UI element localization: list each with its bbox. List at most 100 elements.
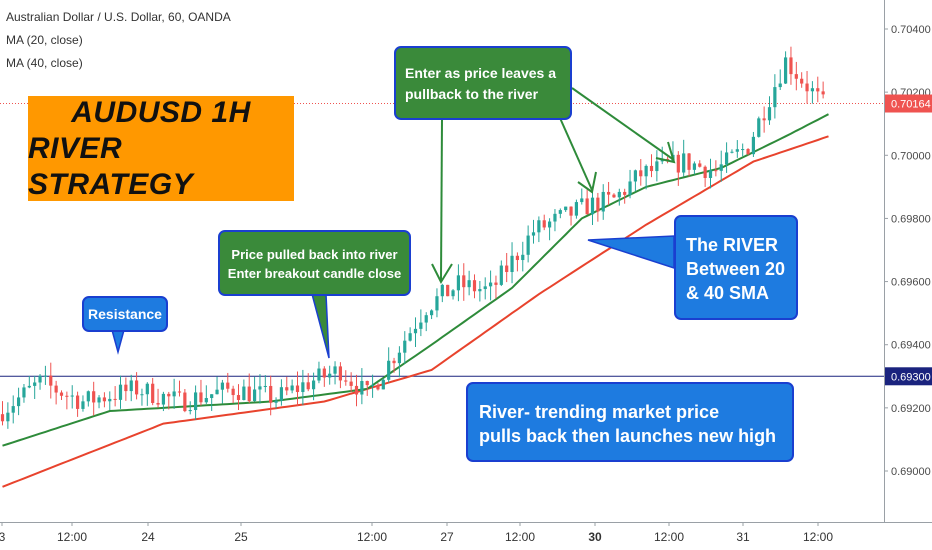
candle-up — [741, 149, 745, 151]
time-tick-label: 12:00 — [654, 530, 684, 544]
candle-up — [767, 107, 772, 121]
candle-up — [440, 284, 444, 297]
candle-up — [644, 165, 648, 177]
candle-up — [499, 265, 503, 285]
candle-down — [649, 165, 654, 172]
candle-up — [773, 87, 777, 108]
candle-down — [59, 392, 64, 396]
candle-down — [585, 198, 589, 215]
candle-down — [295, 385, 300, 393]
candle-up — [403, 340, 407, 353]
candle-down — [247, 386, 251, 402]
candle-up — [537, 220, 541, 233]
trend-line-1: River- trending market price — [479, 402, 720, 422]
current-price-text: 0.70164 — [891, 99, 931, 111]
candle-down — [156, 402, 160, 405]
candle-up — [655, 161, 659, 172]
candle-up — [735, 149, 739, 152]
candle-down — [113, 398, 117, 400]
candle-up — [558, 210, 562, 214]
candle-down — [365, 380, 369, 386]
ma40-legend: MA (40, close) — [6, 56, 83, 70]
enter-arrowhead-3 — [655, 141, 676, 164]
river-line-2: Between 20 — [686, 259, 786, 279]
candle-up — [521, 254, 525, 261]
candle-up — [301, 382, 305, 393]
candle-down — [285, 387, 289, 391]
candle-up — [424, 315, 428, 323]
candle-up — [778, 83, 782, 88]
candle-down — [151, 383, 155, 403]
enter-line-2: pullback to the river — [405, 86, 539, 102]
candle-up — [370, 384, 375, 386]
candle-down — [714, 170, 718, 172]
candle-up — [810, 88, 815, 92]
candle-down — [231, 388, 235, 396]
title-line-1: AUDUSD 1H — [71, 95, 251, 129]
candle-down — [49, 375, 53, 386]
enter-arrow-3 — [571, 87, 675, 161]
resistance-price-text: 0.69300 — [891, 371, 931, 383]
candle-up — [70, 395, 74, 397]
time-tick-label: 31 — [736, 530, 750, 544]
price-tick-label: 0.69000 — [891, 466, 931, 478]
candle-down — [54, 385, 58, 393]
candle-down — [306, 382, 310, 390]
candle-down — [167, 393, 171, 397]
candle-down — [596, 197, 600, 212]
candle-down — [612, 194, 616, 198]
time-tick-label: 25 — [234, 530, 248, 544]
strategy-title-box: AUDUSD 1H RIVER STRATEGY — [28, 96, 294, 201]
pullback-line-1: Price pulled back into river — [231, 247, 398, 262]
candle-up — [97, 397, 101, 403]
candle-up — [429, 310, 434, 316]
candle-down — [687, 153, 691, 170]
candle-up — [590, 197, 595, 215]
candle-down — [349, 381, 353, 386]
candle-up — [263, 385, 267, 387]
ma20-legend: MA (20, close) — [6, 33, 83, 47]
candle-up — [145, 383, 149, 395]
candle-up — [435, 296, 439, 311]
candle-up — [451, 290, 455, 297]
symbol-title: Australian Dollar / U.S. Dollar, 60, OAN… — [6, 10, 231, 24]
candle-up — [526, 235, 530, 255]
candle-up — [11, 406, 15, 413]
time-tick-label: 12:00 — [57, 530, 87, 544]
candle-up — [311, 380, 316, 390]
ma40-line — [2, 135, 829, 488]
time-tick-label: 12:00 — [357, 530, 387, 544]
candle-down — [75, 395, 80, 409]
candle-up — [172, 391, 176, 397]
candle-up — [43, 375, 48, 377]
candle-up — [161, 393, 166, 405]
river-line-1: The RIVER — [686, 235, 779, 255]
price-tick-label: 0.70000 — [891, 150, 931, 162]
river-pointer — [587, 235, 675, 270]
pullback-callout: Price pulled back into river Enter break… — [218, 230, 411, 296]
candle-up — [510, 255, 514, 273]
price-labels: 0.70164 0.69300 — [885, 94, 932, 386]
candle-up — [328, 373, 332, 378]
river-callout: The RIVER Between 20 & 40 SMA — [674, 215, 798, 320]
candle-up — [617, 191, 621, 198]
time-tick-label: 12:00 — [803, 530, 833, 544]
candle-down — [639, 170, 643, 177]
candle-up — [580, 198, 584, 203]
candle-down — [177, 391, 182, 393]
candle-down — [746, 149, 750, 155]
resistance-price-tag — [885, 367, 932, 386]
enter-arrowhead-1 — [431, 263, 453, 285]
enter-arrow-2 — [559, 117, 593, 191]
candle-down — [269, 385, 273, 403]
candle-up — [215, 389, 219, 395]
ma20-series — [2, 113, 829, 447]
candle-up — [724, 152, 729, 165]
time-tick-label: 12:00 — [505, 530, 535, 544]
candle-up — [140, 394, 144, 396]
candle-down — [623, 191, 627, 195]
candle-up — [118, 384, 123, 400]
candle-up — [108, 398, 112, 402]
candle-up — [220, 382, 225, 390]
